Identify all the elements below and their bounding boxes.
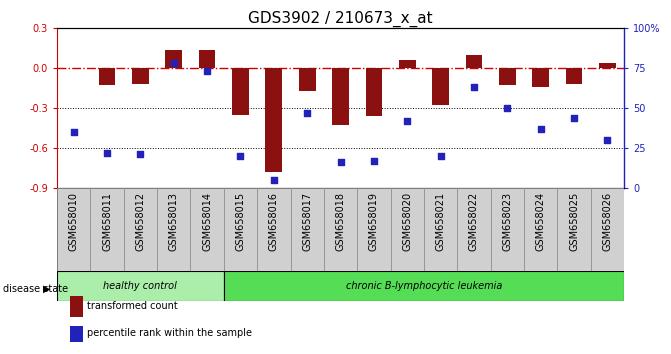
Point	[168, 61, 179, 66]
Bar	[91, 188, 123, 271]
Text: GSM658023: GSM658023	[503, 192, 512, 251]
Bar	[99, 68, 115, 85]
Point	[602, 137, 613, 143]
Bar	[191, 188, 224, 271]
Bar	[199, 50, 215, 68]
Text: GSM658013: GSM658013	[169, 192, 178, 251]
Text: GSM658026: GSM658026	[603, 192, 613, 251]
Point	[502, 105, 513, 111]
Point	[68, 129, 79, 135]
Point	[235, 153, 246, 159]
Text: percentile rank within the sample: percentile rank within the sample	[87, 328, 252, 338]
Bar	[166, 50, 182, 68]
Text: GSM658016: GSM658016	[269, 192, 279, 251]
Text: GSM658025: GSM658025	[569, 192, 579, 251]
Bar	[357, 188, 391, 271]
Bar	[524, 188, 558, 271]
Text: GSM658011: GSM658011	[102, 192, 112, 251]
Bar	[232, 68, 249, 115]
Bar	[499, 68, 515, 85]
Text: disease state: disease state	[3, 284, 68, 293]
Text: GSM658022: GSM658022	[469, 192, 479, 251]
Bar	[132, 68, 149, 84]
Bar	[123, 188, 157, 271]
Point	[368, 158, 379, 164]
Point	[102, 150, 113, 155]
Bar	[324, 188, 357, 271]
Text: GSM658019: GSM658019	[369, 192, 379, 251]
Text: GSM658021: GSM658021	[435, 192, 446, 251]
Point	[535, 126, 546, 132]
Bar	[432, 68, 449, 105]
Bar	[457, 188, 491, 271]
Text: GSM658018: GSM658018	[336, 192, 346, 251]
Bar	[332, 68, 349, 125]
Bar	[257, 188, 291, 271]
Bar	[57, 188, 91, 271]
Bar	[391, 188, 424, 271]
Bar	[532, 68, 549, 87]
Bar	[491, 188, 524, 271]
Text: ▶: ▶	[43, 284, 50, 293]
Bar	[224, 271, 624, 301]
Bar	[599, 63, 616, 68]
Bar	[291, 188, 324, 271]
Point	[336, 159, 346, 165]
Text: GSM658015: GSM658015	[236, 192, 246, 251]
Bar	[399, 60, 415, 68]
Bar	[424, 188, 457, 271]
Title: GDS3902 / 210673_x_at: GDS3902 / 210673_x_at	[248, 11, 433, 27]
Bar	[266, 68, 282, 172]
Text: GSM658020: GSM658020	[402, 192, 412, 251]
Text: GSM658024: GSM658024	[535, 192, 546, 251]
Text: GSM658010: GSM658010	[68, 192, 79, 251]
Point	[268, 177, 279, 183]
Text: GSM658017: GSM658017	[302, 192, 312, 251]
Bar	[466, 55, 482, 68]
Point	[435, 153, 446, 159]
Text: GSM658012: GSM658012	[136, 192, 146, 251]
Bar	[366, 68, 382, 116]
Point	[302, 110, 313, 116]
Point	[568, 115, 579, 120]
Point	[402, 118, 413, 124]
Bar	[157, 188, 191, 271]
Bar	[558, 188, 590, 271]
Point	[135, 152, 146, 157]
Text: transformed count: transformed count	[87, 301, 178, 311]
Bar	[224, 188, 257, 271]
Point	[202, 69, 213, 74]
Bar	[57, 271, 224, 301]
Bar	[299, 68, 315, 91]
Bar	[590, 188, 624, 271]
Text: healthy control: healthy control	[103, 281, 177, 291]
Point	[468, 85, 479, 90]
Text: chronic B-lymphocytic leukemia: chronic B-lymphocytic leukemia	[346, 281, 502, 291]
Text: GSM658014: GSM658014	[202, 192, 212, 251]
Bar	[566, 68, 582, 84]
